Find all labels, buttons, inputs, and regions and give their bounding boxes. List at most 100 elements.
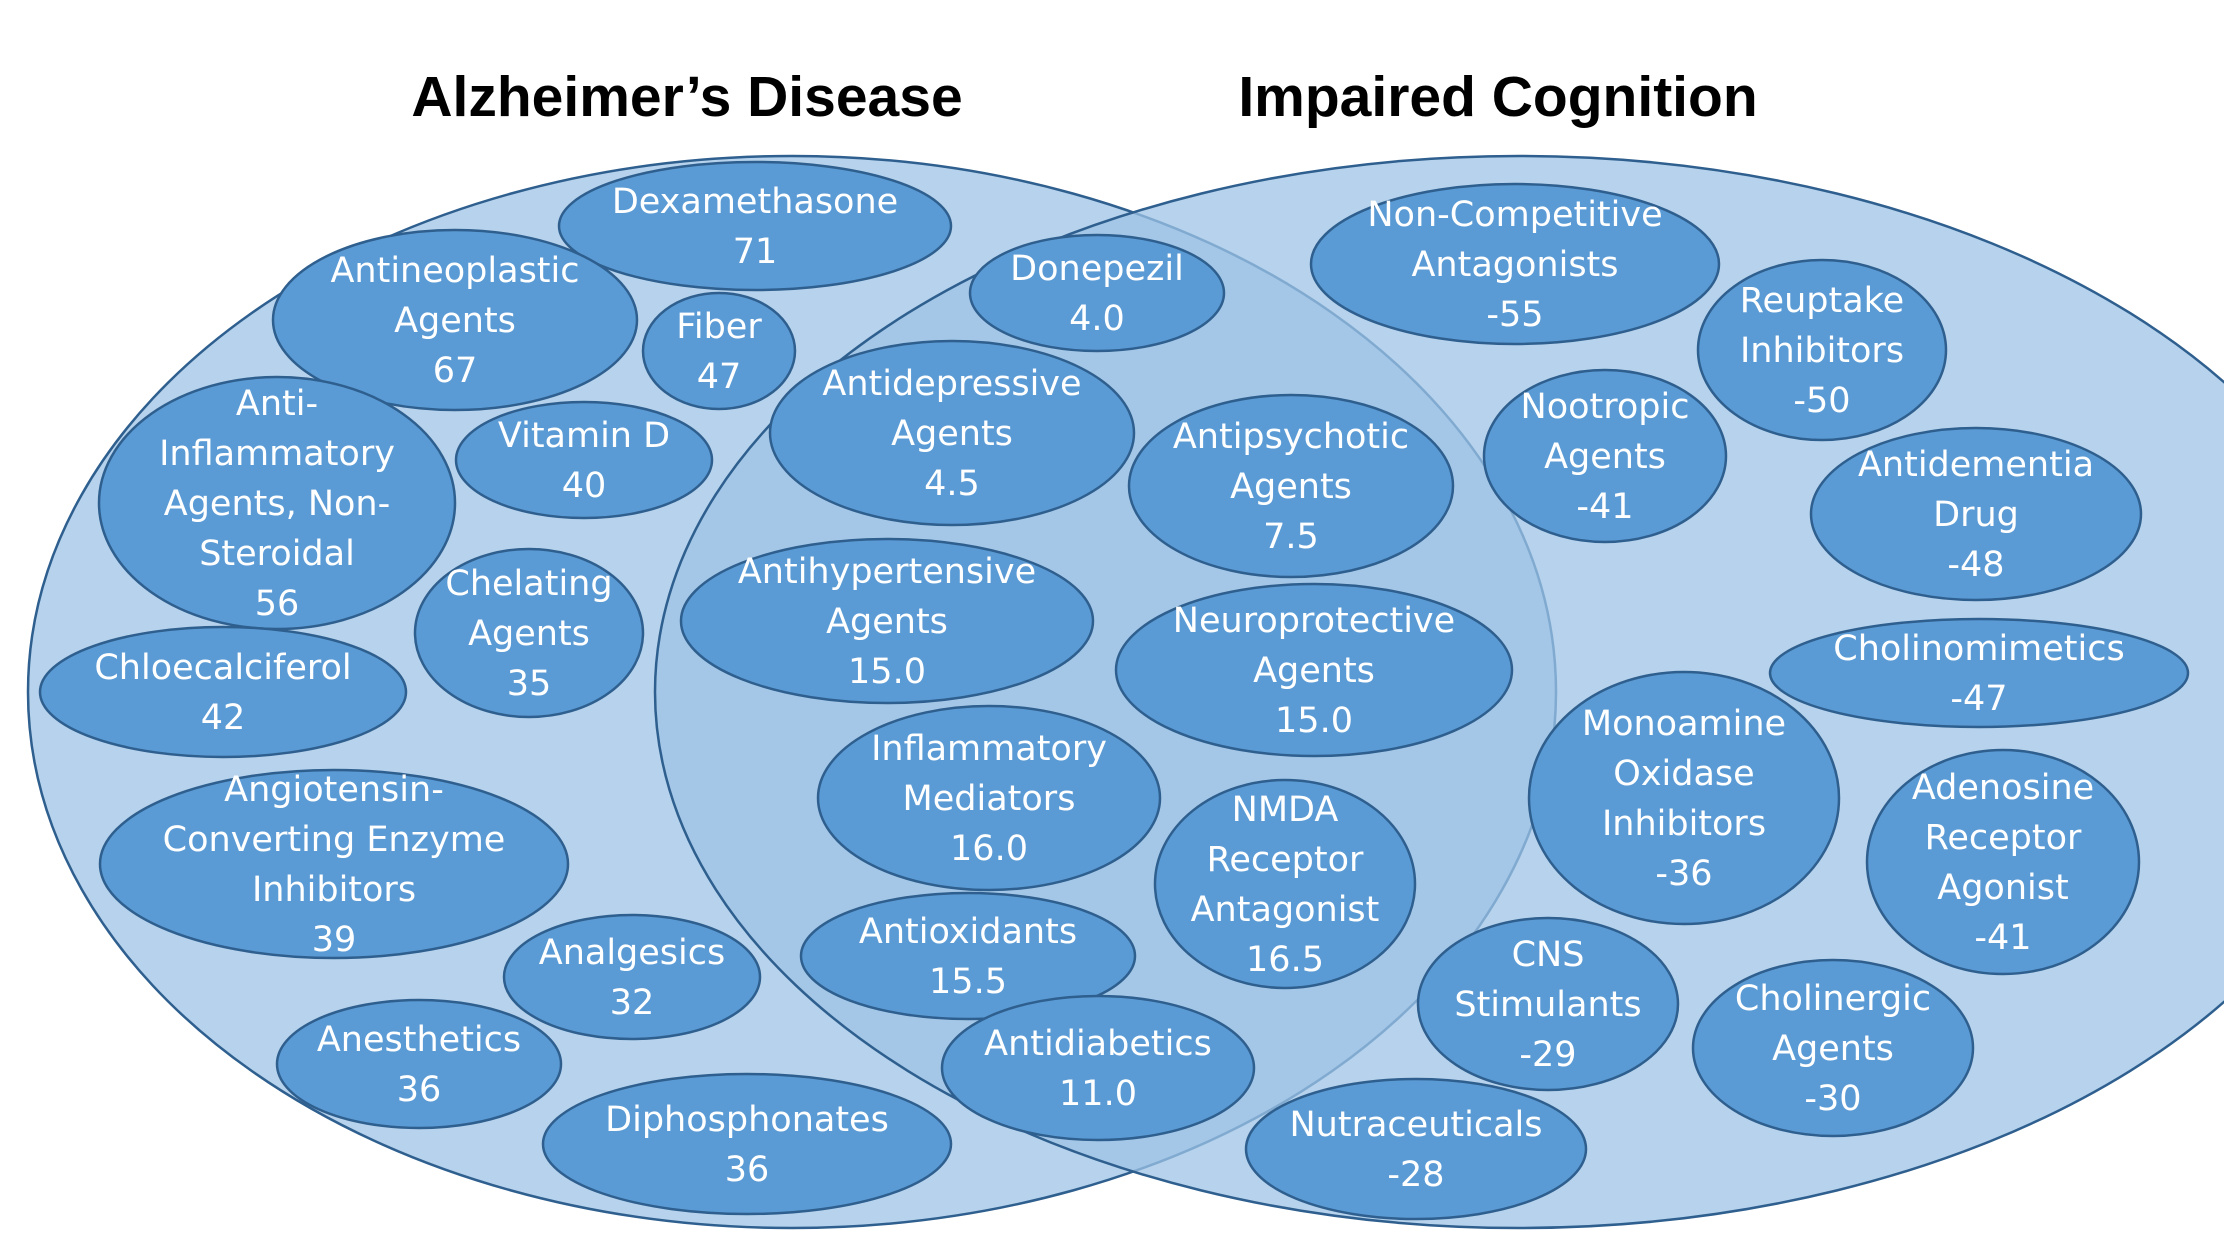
node-antidementia-drug: Antidementia Drug -48 [1809,426,2143,602]
impaired-cognition-set-title: Impaired Cognition [1238,65,1757,129]
node-ace-inhibitors: Angiotensin- Converting Enzyme Inhibitors 3… [98,768,570,960]
antidepressive-agents-label: Antidepressive [822,364,1081,404]
anesthetics-bubble [275,998,563,1130]
ace-inhibitors-label: Converting Enzyme [163,820,506,860]
chelating-agents-label: Agents [468,614,590,654]
donepezil-label: Donepezil [1010,249,1184,289]
monoamine-oxidase-inhibitors-label: Oxidase [1613,754,1754,794]
antidiabetics-label: Antidiabetics [984,1024,1212,1064]
antidementia-drug-label: Antidementia [1858,445,2094,485]
dexamethasone-value: 71 [733,232,778,272]
monoamine-oxidase-inhibitors-label: Inhibitors [1602,804,1766,844]
antidementia-drug-value: -48 [1947,545,2004,585]
neuroprotective-agents-label: Agents [1253,651,1375,691]
nootropic-agents-label: Nootropic [1521,387,1690,427]
chelating-agents-value: 35 [507,664,552,704]
nmda-receptor-antagonist-value: 16.5 [1246,940,1324,980]
cholinergic-agents-label: Cholinergic [1735,979,1931,1019]
fiber-bubble [641,291,797,411]
non-competitive-antagonists-label: Antagonists [1411,245,1618,285]
reuptake-inhibitors-label: Inhibitors [1740,331,1904,371]
inflammatory-mediators-label: Inflammatory [871,729,1107,769]
analgesics-value: 32 [610,983,655,1023]
vitamin-d-value: 40 [562,466,607,506]
nmda-receptor-antagonist-label: Antagonist [1191,890,1380,930]
vitamin-d-bubble [454,400,714,520]
antioxidants-value: 15.5 [929,962,1007,1002]
neuroprotective-agents-bubble [1114,582,1514,758]
node-non-competitive-antagonists: Non-Competitive Antagonists -55 [1309,182,1721,346]
ace-inhibitors-label: Angiotensin- [224,770,444,810]
node-adenosine-receptor-agonist: Adenosine Receptor Agonist -41 [1865,748,2141,976]
adenosine-receptor-agonist-label: Agonist [1937,868,2068,908]
adenosine-receptor-agonist-value: -41 [1974,918,2031,958]
node-chloecalciferol: Chloecalciferol 42 [38,625,408,759]
antidiabetics-bubble [940,994,1256,1142]
anti-inflammatory-nonsteroidal-label: Inflammatory [159,434,395,474]
antihypertensive-agents-label: Agents [826,602,948,642]
node-reuptake-inhibitors: Reuptake Inhibitors -50 [1696,258,1948,442]
antineoplastic-agents-bubble [271,228,639,412]
antihypertensive-agents-bubble [679,537,1095,705]
donepezil-bubble [968,233,1226,353]
antioxidants-label: Antioxidants [859,912,1077,952]
antidepressive-agents-bubble [768,339,1136,527]
adenosine-receptor-agonist-label: Adenosine [1912,768,2094,808]
ace-inhibitors-label: Inhibitors [252,870,416,910]
antineoplastic-agents-value: 67 [433,351,478,391]
cns-stimulants-label: Stimulants [1454,985,1641,1025]
node-antineoplastic-agents: Antineoplastic Agents 67 [271,228,639,412]
node-antidiabetics: Antidiabetics 11.0 [940,994,1256,1142]
antidementia-drug-label: Drug [1933,495,2019,535]
alzheimers-set-title: Alzheimer’s Disease [411,65,962,129]
anti-inflammatory-nonsteroidal-label: Agents, Non- [164,484,391,524]
node-nmda-receptor-antagonist: NMDA Receptor Antagonist 16.5 [1153,778,1417,990]
node-cholinergic-agents: Cholinergic Agents -30 [1691,958,1975,1138]
ace-inhibitors-value: 39 [312,920,357,960]
antipsychotic-agents-bubble [1127,393,1455,579]
nutraceuticals-value: -28 [1387,1155,1444,1195]
cns-stimulants-label: CNS [1512,935,1585,975]
chloecalciferol-value: 42 [201,698,246,738]
node-antioxidants: Antioxidants 15.5 [799,891,1137,1021]
cholinomimetics-value: -47 [1950,679,2007,719]
node-inflammatory-mediators: Inflammatory Mediators 16.0 [816,704,1162,892]
node-anti-inflammatory-nonsteroidal: Anti- Inflammatory Agents, Non- Steroidal 56 [97,375,457,631]
adenosine-receptor-agonist-label: Receptor [1925,818,2082,858]
fiber-label: Fiber [676,307,762,347]
reuptake-inhibitors-bubble [1696,258,1948,442]
anti-inflammatory-nonsteroidal-label: Steroidal [199,534,355,574]
node-antipsychotic-agents: Antipsychotic Agents 7.5 [1127,393,1455,579]
drug-class-nodes: Dexamethasone 71 Antineoplastic Agents 67 Fib… [38,160,2190,1221]
node-donepezil: Donepezil 4.0 [968,233,1226,353]
node-fiber: Fiber 47 [641,291,797,411]
node-chelating-agents: Chelating Agents 35 [413,547,645,719]
cholinergic-agents-bubble [1691,958,1975,1138]
antidepressive-agents-label: Agents [891,414,1013,454]
node-antidepressive-agents: Antidepressive Agents 4.5 [768,339,1136,527]
node-anesthetics: Anesthetics 36 [275,998,563,1130]
neuroprotective-agents-value: 15.0 [1275,701,1353,741]
non-competitive-antagonists-value: -55 [1486,295,1543,335]
node-analgesics: Analgesics 32 [502,913,762,1041]
node-monoamine-oxidase-inhibitors: Monoamine Oxidase Inhibitors -36 [1527,670,1841,926]
monoamine-oxidase-inhibitors-value: -36 [1655,854,1712,894]
node-dexamethasone: Dexamethasone 71 [557,160,953,292]
ace-inhibitors-bubble [98,768,570,960]
anesthetics-value: 36 [397,1070,442,1110]
antineoplastic-agents-label: Antineoplastic [330,251,579,291]
anesthetics-label: Anesthetics [317,1020,521,1060]
adenosine-receptor-agonist-bubble [1865,748,2141,976]
anti-inflammatory-nonsteroidal-label: Anti- [236,384,318,424]
nmda-receptor-antagonist-label: Receptor [1207,840,1364,880]
node-vitamin-d: Vitamin D 40 [454,400,714,520]
node-antihypertensive-agents: Antihypertensive Agents 15.0 [679,537,1095,705]
diphosphonates-value: 36 [725,1150,770,1190]
non-competitive-antagonists-bubble [1309,182,1721,346]
diphosphonates-bubble [541,1072,953,1216]
node-nootropic-agents: Nootropic Agents -41 [1482,368,1728,544]
diphosphonates-label: Diphosphonates [605,1100,889,1140]
antidiabetics-value: 11.0 [1059,1074,1137,1114]
antidementia-drug-bubble [1809,426,2143,602]
